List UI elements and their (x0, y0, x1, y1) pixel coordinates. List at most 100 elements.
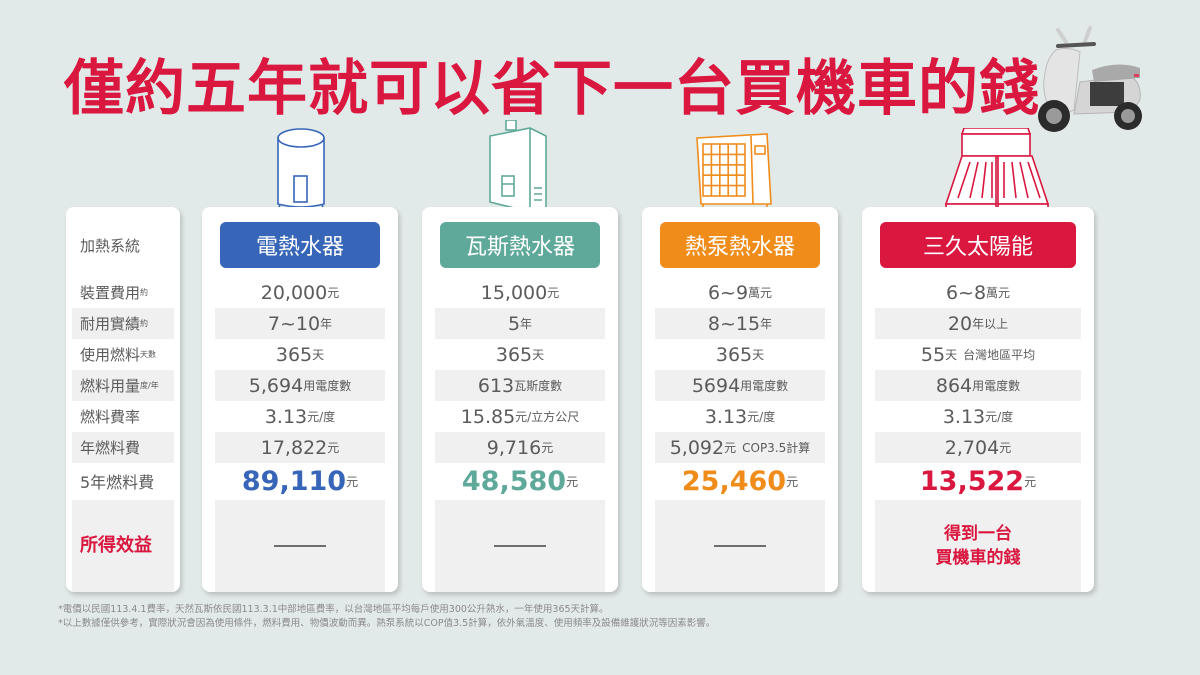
benefit-cell: 得到一台 買機車的錢 (875, 500, 1081, 592)
value: 55 (920, 343, 946, 366)
five-year-cost: 89,110 元 (215, 463, 385, 499)
system-card-solar: 三久太陽能 6~8 萬元 20 年以上 55 天台灣地區平均 864 用電度數 3.13… (862, 207, 1094, 592)
unit: 天 (752, 348, 765, 362)
unit: 年 (520, 317, 533, 331)
unit: 元/度 (747, 410, 776, 424)
label-fuel-days: 使用燃料 天數 (72, 339, 174, 370)
unit: 年 (760, 317, 773, 331)
value: 25,460 (681, 465, 787, 497)
label-text: 5年燃料費 (80, 473, 155, 492)
label-unit: 約 (140, 288, 149, 297)
label-lifespan: 耐用實績約 (72, 308, 174, 339)
label-text: 耐用實績 (80, 315, 141, 333)
label-text: 年燃料費 (80, 439, 141, 457)
label-annual-cost: 年燃料費 (72, 432, 174, 463)
benefit-line-1: 得到一台 (944, 524, 1012, 544)
system-name-badge: 瓦斯熱水器 (440, 222, 600, 268)
row-labels-card: 加熱系統 裝置費用約 耐用實績約 使用燃料 天數 燃料用量 度/年 燃料費率 年燃料… (66, 207, 180, 592)
value: 613 (477, 374, 515, 397)
page-title: 僅約五年就可以省下一台買機車的錢 (64, 54, 1040, 124)
unit: 元/度 (307, 410, 336, 424)
fuel-days: 365 天 (215, 339, 385, 370)
unit: 元 (724, 441, 737, 455)
unit: 年 (320, 317, 333, 331)
value: 9,716 (486, 436, 542, 459)
five-year-cost: 48,580 元 (435, 463, 605, 499)
label-five-year-cost: 5年燃料費 (72, 463, 174, 499)
value: 8~15 (707, 312, 761, 335)
value: 20,000 (260, 281, 328, 304)
benefit-text: 得到一台 買機車的錢 (936, 522, 1021, 570)
label-install-cost: 裝置費用約 (72, 277, 174, 308)
footnote-2: *以上數據僅供參考，實際狀況會因為使用條件，燃料費用、物價波動而異。熱泵系統以C… (58, 618, 716, 629)
value: 15,000 (480, 281, 548, 304)
value: 5,092 (669, 436, 725, 459)
unit: 天 (532, 348, 545, 362)
unit: 元 (1024, 474, 1037, 489)
system-card-electric: 電熱水器 20,000 元 7~10 年 365 天 5,694 用電度數 3.13 元/… (202, 207, 398, 592)
value: 5 (507, 312, 521, 335)
scooter-icon (1038, 26, 1142, 132)
install-cost: 20,000 元 (215, 277, 385, 308)
annual-cost: 9,716 元 (435, 432, 605, 463)
fuel-rate: 3.13 元/度 (655, 401, 825, 432)
lifespan: 20 年以上 (875, 308, 1081, 339)
system-name-badge: 電熱水器 (220, 222, 380, 268)
fuel-usage: 5,694 用電度數 (215, 370, 385, 401)
fuel-days: 365 天 (655, 339, 825, 370)
fuel-days: 365 天 (435, 339, 605, 370)
benefit-cell (655, 500, 825, 592)
unit: 元/立方公尺 (515, 410, 580, 424)
heat-pump-icon (696, 133, 772, 210)
unit: 元 (541, 441, 554, 455)
five-year-cost: 25,460 元 (655, 463, 825, 499)
system-name-badge: 三久太陽能 (880, 222, 1076, 268)
unit: 元 (327, 441, 340, 455)
unit: 元 (786, 474, 799, 489)
dash-divider (714, 545, 766, 547)
lifespan: 8~15 年 (655, 308, 825, 339)
note: 台灣地區平均 (963, 348, 1036, 362)
unit: 元 (999, 441, 1012, 455)
fuel-rate: 3.13 元/度 (215, 401, 385, 432)
value: 3.13 (942, 405, 986, 428)
unit: 年以上 (972, 317, 1009, 331)
value: 864 (935, 374, 973, 397)
benefit-cell (435, 500, 605, 592)
benefit-cell (215, 500, 385, 592)
note: COP3.5計算 (742, 441, 811, 455)
annual-cost: 5,092 元 COP3.5計算 (655, 432, 825, 463)
unit: 元 (327, 286, 340, 300)
label-fuel-rate: 燃料費率 (72, 401, 174, 432)
unit: 瓦斯度數 (514, 379, 563, 393)
annual-cost: 17,822 元 (215, 432, 385, 463)
unit: 元/度 (985, 410, 1014, 424)
label-text: 燃料用量 (80, 377, 141, 395)
value: 6~8 (945, 281, 987, 304)
value: 6~9 (707, 281, 749, 304)
label-unit: 約 (140, 319, 149, 328)
value: 365 (495, 343, 533, 366)
value: 48,580 (461, 465, 567, 497)
value: 2,704 (944, 436, 1000, 459)
value: 3.13 (264, 405, 308, 428)
footnotes: *電價以民國113.4.1費率，天然瓦斯依民國113.3.1中部地區費率，以台灣… (58, 603, 715, 631)
label-text: 使用燃料 (80, 346, 141, 364)
label-text: 裝置費用 (80, 284, 141, 302)
dash-divider (274, 545, 326, 547)
value: 3.13 (704, 405, 748, 428)
benefit-label-text: 所得效益 (80, 535, 152, 556)
benefit-line-2: 買機車的錢 (935, 548, 1021, 568)
value: 7~10 (267, 312, 321, 335)
value: 5694 (691, 374, 741, 397)
fuel-days: 55 天台灣地區平均 (875, 339, 1081, 370)
unit: 萬元 (986, 286, 1011, 300)
label-unit: 度/年 (140, 381, 159, 390)
label-text: 燃料費率 (80, 408, 141, 426)
label-benefit: 所得效益 (72, 500, 174, 592)
value: 13,522 (919, 465, 1025, 497)
annual-cost: 2,704 元 (875, 432, 1081, 463)
solar-collector-icon (944, 128, 1050, 211)
dash-divider (494, 545, 546, 547)
